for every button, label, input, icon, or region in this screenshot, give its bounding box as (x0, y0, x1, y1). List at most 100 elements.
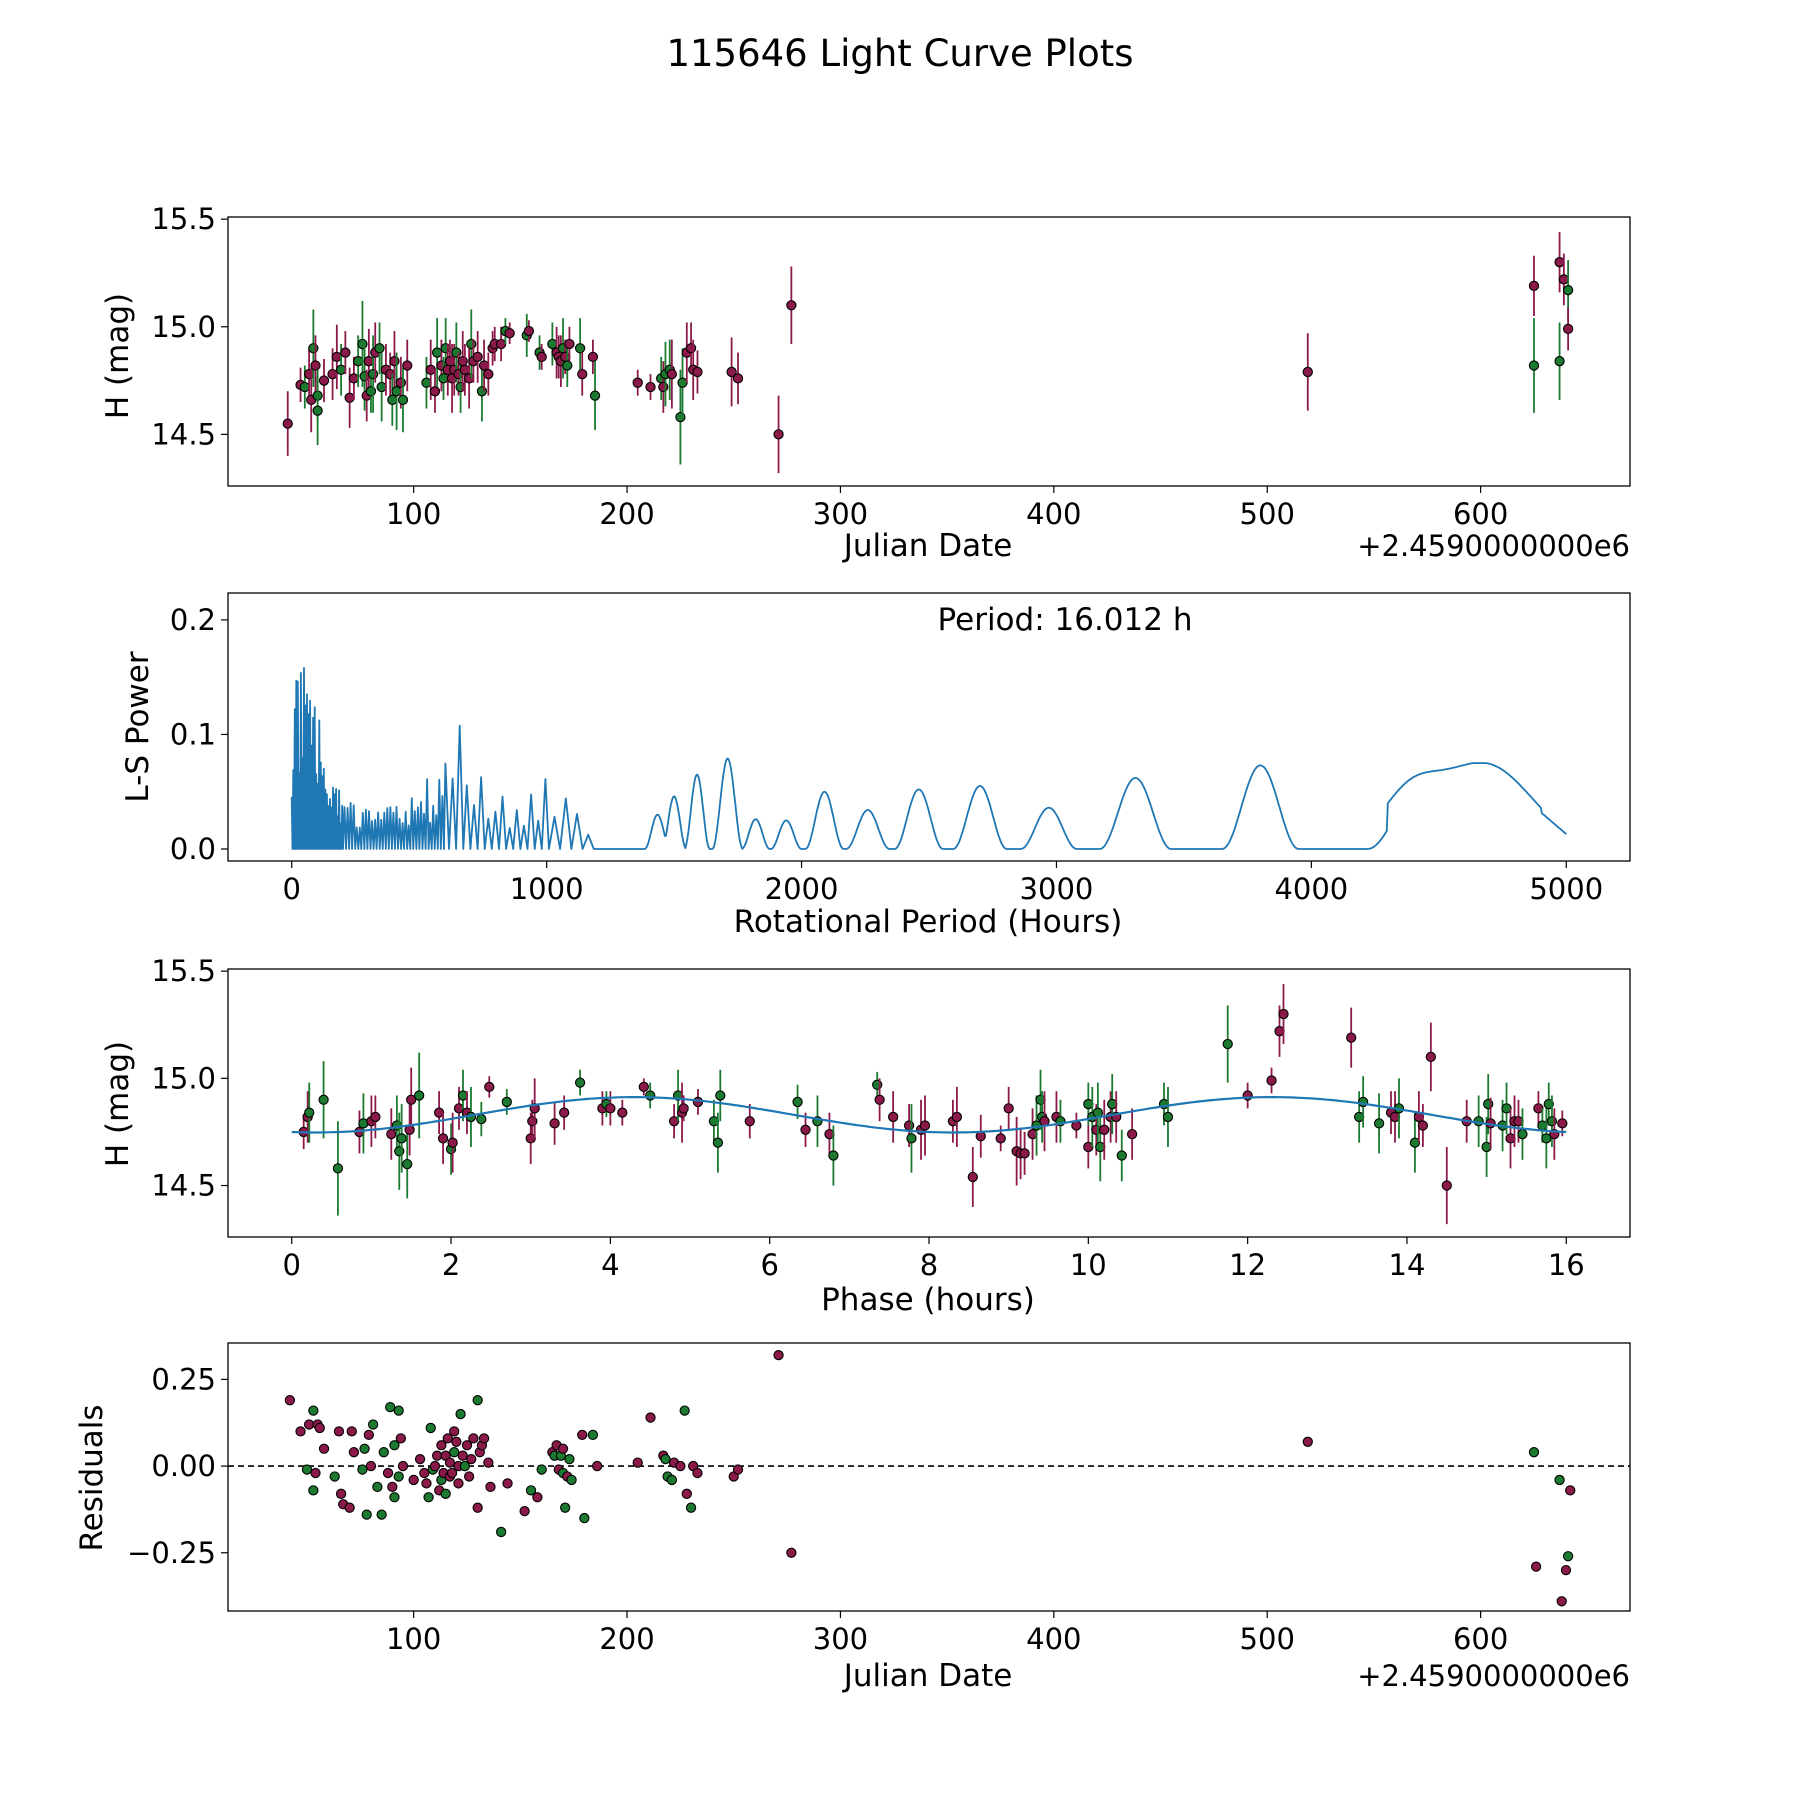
residual-point (376, 1509, 387, 1520)
x-tick-label: 300 (813, 497, 868, 531)
data-point (340, 347, 351, 358)
residual-point (310, 1467, 321, 1479)
residual-point (284, 1395, 296, 1406)
x-tick-label: 400 (1026, 1622, 1081, 1656)
residual-point (333, 1426, 345, 1437)
data-point (605, 1103, 616, 1114)
residual-point (359, 1443, 370, 1454)
residual-point (478, 1433, 490, 1444)
residual-point (566, 1474, 577, 1486)
data-point (574, 343, 586, 354)
data-point (632, 377, 643, 388)
data-point (402, 360, 413, 371)
data-point (463, 373, 475, 384)
data-point (367, 368, 379, 380)
y-tick-label: 0.1 (170, 717, 216, 751)
data-point (951, 1111, 963, 1123)
residual-point (421, 1478, 432, 1489)
x-tick-label: 100 (386, 497, 441, 531)
y-tick-label: 15.5 (151, 202, 216, 236)
y-tick-label: 0.0 (170, 832, 216, 866)
data-point (385, 368, 396, 380)
residual-point (395, 1433, 406, 1444)
data-point (1554, 257, 1565, 268)
data-point (331, 351, 342, 363)
y-tick-label: 15.0 (151, 310, 216, 344)
residual-point (335, 1488, 347, 1499)
data-point (483, 368, 494, 380)
x-tick-label: 500 (1240, 497, 1295, 531)
x-tick-label: 8 (920, 1248, 938, 1282)
data-point (495, 338, 507, 350)
data-point (318, 375, 330, 386)
data-point (389, 356, 400, 367)
residual-point (455, 1408, 466, 1420)
residual-point (660, 1453, 671, 1465)
data-point (484, 1081, 495, 1093)
data-point (332, 1163, 344, 1174)
residual-point (431, 1450, 443, 1461)
lightcurve-offset-text: +2.4590000000e6 (1357, 529, 1630, 563)
data-point (666, 368, 678, 380)
fit-curve (291, 1096, 1567, 1134)
data-point (1116, 1150, 1127, 1161)
data-point (617, 1107, 628, 1118)
data-point (1126, 1128, 1138, 1140)
data-point (478, 360, 490, 371)
residual-point (429, 1460, 441, 1472)
data-point (675, 411, 686, 423)
lightcurve-panel: Julian Date H (mag) +2.4590000000e6 100 2… (100, 202, 1631, 564)
residual-point (378, 1447, 389, 1458)
residuals-ylabel: Residuals (74, 1404, 110, 1551)
x-tick-label: 1000 (510, 872, 584, 906)
data-point (587, 351, 599, 363)
data-point (353, 356, 364, 367)
x-tick-label: 600 (1453, 497, 1508, 531)
data-point (357, 338, 368, 350)
residual-point (382, 1467, 394, 1479)
data-point (792, 1096, 803, 1108)
data-point (1162, 1111, 1174, 1123)
data-point (299, 381, 310, 393)
data-point (1558, 274, 1569, 285)
residual-point (357, 1464, 368, 1475)
residual-point (457, 1450, 468, 1461)
residual-point (1560, 1564, 1572, 1576)
data-point (577, 368, 588, 380)
data-point (906, 1133, 917, 1144)
data-point (310, 360, 321, 371)
periodogram-xlabel: Rotational Period (Hours) (734, 904, 1123, 940)
data-point (386, 1128, 397, 1140)
residual-point (1556, 1596, 1567, 1607)
x-tick-label: 4000 (1274, 872, 1348, 906)
data-point (678, 1103, 689, 1114)
data-point (308, 343, 319, 354)
data-point (397, 394, 409, 406)
residual-point (314, 1422, 325, 1434)
residual-point (692, 1467, 703, 1479)
data-point (303, 368, 315, 380)
data-point (472, 351, 483, 363)
residual-point (773, 1349, 784, 1361)
data-point (455, 381, 466, 393)
periodogram-line (290, 667, 1567, 850)
residual-point (414, 1453, 426, 1465)
data-point (638, 1081, 649, 1093)
residual-point (308, 1485, 319, 1496)
data-point (437, 1133, 449, 1144)
data-point (429, 386, 441, 397)
residual-point (675, 1460, 686, 1472)
data-point (1417, 1120, 1429, 1131)
figure-title: 115646 Light Curve Plots (666, 32, 1133, 75)
data-point (395, 377, 406, 388)
x-tick-label: 4 (601, 1248, 619, 1282)
data-point (1302, 366, 1313, 378)
residual-point (1554, 1474, 1565, 1486)
residual-point (419, 1467, 430, 1479)
y-tick-label: 0.2 (170, 603, 216, 637)
residual-point (446, 1467, 458, 1479)
residual-point (1530, 1561, 1542, 1572)
data-point (391, 386, 402, 397)
data-point (406, 1094, 417, 1105)
data-point (504, 328, 515, 339)
